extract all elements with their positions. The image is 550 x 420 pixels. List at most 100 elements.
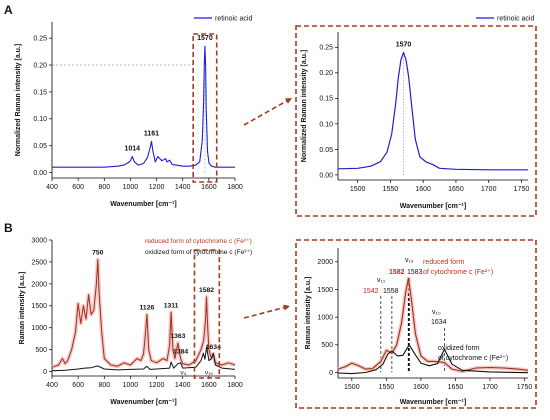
mode-label: ν₁₉ bbox=[205, 369, 213, 376]
x-tick-label: 800 bbox=[98, 184, 110, 191]
legend-oxidized: oxidized form of cytochrome c (Fe³⁺) bbox=[145, 249, 252, 256]
label-v11: ν₁₁ bbox=[377, 277, 386, 284]
series-line-1 bbox=[337, 344, 529, 375]
series-line-0 bbox=[51, 259, 236, 368]
y-tick-label: 1500 bbox=[31, 303, 47, 310]
x-tick-label: 1400 bbox=[175, 184, 191, 191]
y-tick-label: 0.00 bbox=[319, 172, 333, 179]
y-tick-label: 0.15 bbox=[319, 96, 333, 103]
series-line-0 bbox=[52, 45, 235, 168]
peak-label: 1126 bbox=[140, 305, 155, 312]
zoom-frame bbox=[295, 25, 537, 217]
y-axis-title: Raman intensity [a.u.] bbox=[19, 272, 26, 345]
legend-label: retinoic acid bbox=[215, 16, 252, 23]
y-tick-label: 2000 bbox=[317, 259, 333, 266]
y-axis-title: Raman intensity [a.u.] bbox=[305, 277, 312, 350]
zoom-box bbox=[192, 33, 218, 183]
y-tick-label: 500 bbox=[321, 342, 333, 349]
series-line-0 bbox=[337, 277, 529, 372]
zoom-box bbox=[193, 249, 221, 379]
x-tick-label: 400 bbox=[46, 184, 58, 191]
x-tick-label: 1700 bbox=[482, 384, 498, 391]
zoom-arrow-head bbox=[285, 98, 292, 104]
zoom-arrow bbox=[243, 97, 293, 126]
x-tick-label: 1800 bbox=[227, 382, 243, 389]
x-tick-label: 1750 bbox=[514, 186, 530, 193]
label-1558: 1558 bbox=[383, 288, 399, 295]
y-tick-label: 0 bbox=[329, 370, 333, 377]
peak-label: 1311 bbox=[164, 302, 179, 309]
legend-label: retinoic acid bbox=[497, 16, 534, 23]
label-1634: 1634 bbox=[431, 319, 447, 326]
x-tick-label: 1600 bbox=[201, 382, 217, 389]
x-tick-label: 1200 bbox=[149, 184, 165, 191]
x-axis-title: Wavenumber [cm⁻¹] bbox=[400, 399, 466, 406]
chart-b-right: 1500 1550 1600 1650 1700 1750 0 500 1000 1500 2000… bbox=[295, 239, 537, 409]
peak-label: 1634 bbox=[206, 344, 221, 351]
mode-label: ν₄ bbox=[180, 369, 186, 376]
x-tick-label: 1400 bbox=[175, 382, 191, 389]
x-tick-label: 1650 bbox=[448, 186, 464, 193]
peak-label: 1014 bbox=[124, 145, 140, 152]
x-tick-label: 1750 bbox=[517, 384, 533, 391]
y-tick-label: 500 bbox=[35, 347, 47, 354]
y-tick-label: 0.05 bbox=[33, 143, 47, 150]
x-tick-label: 1800 bbox=[227, 184, 243, 191]
y-axis-title: Normalized Raman intensity [a.u.] bbox=[301, 50, 308, 162]
label-v10: ν₁₀ bbox=[432, 309, 441, 316]
x-tick-label: 1600 bbox=[413, 384, 429, 391]
chart-b-left: 400 600 800 1000 1200 1400 1600 1800 0 500 1000 150… bbox=[19, 237, 291, 406]
x-axis-title: Wavenumber [cm⁻¹] bbox=[400, 203, 466, 210]
y-tick-label: 0.25 bbox=[319, 45, 333, 52]
label-oxidized-1: oxidized form bbox=[438, 345, 480, 352]
chart-a-right: 1500 1550 1600 1650 1700 1750 0.00 0.05 0.10 0.15… bbox=[295, 16, 537, 217]
chart-a-left: 400 600 800 1000 1200 1400 1600 1800 0.00 0.05 0.1… bbox=[15, 16, 293, 208]
x-tick-label: 1700 bbox=[481, 186, 497, 193]
y-tick-label: 0.10 bbox=[319, 121, 333, 128]
x-tick-label: 600 bbox=[72, 184, 84, 191]
y-tick-label: 2500 bbox=[31, 259, 47, 266]
peak-label: 1582 bbox=[199, 287, 214, 294]
x-tick-label: 1650 bbox=[448, 384, 464, 391]
y-tick-label: 0.25 bbox=[33, 36, 47, 43]
label-reduced-1: reduced form bbox=[423, 259, 464, 266]
y-tick-label: 0 bbox=[43, 369, 47, 376]
series-line-0 bbox=[337, 51, 528, 171]
x-tick-label: 1000 bbox=[123, 382, 139, 389]
x-tick-label: 1600 bbox=[201, 184, 217, 191]
x-axis-title: Wavenumber [cm⁻¹] bbox=[110, 399, 176, 406]
y-axis-title: Normalized Raman intensity [a.u.] bbox=[15, 44, 22, 156]
y-tick-label: 3000 bbox=[31, 237, 47, 244]
x-tick-label: 600 bbox=[72, 382, 84, 389]
label-1542: 1542 bbox=[363, 288, 379, 295]
panel-label-b: B bbox=[4, 221, 13, 235]
y-tick-label: 0.05 bbox=[319, 147, 333, 154]
label-reduced-2: of cytochrome c (Fe²⁺) bbox=[423, 269, 493, 276]
panel-label-a: A bbox=[4, 3, 13, 17]
y-tick-label: 2000 bbox=[31, 281, 47, 288]
x-tick-label: 1550 bbox=[383, 186, 399, 193]
label-1582: 1582 bbox=[389, 269, 405, 276]
x-tick-label: 1550 bbox=[379, 384, 395, 391]
peak-label: 1363 bbox=[170, 333, 185, 340]
y-tick-label: 1000 bbox=[31, 325, 47, 332]
x-tick-label: 1600 bbox=[415, 186, 431, 193]
y-tick-label: 1500 bbox=[317, 287, 333, 294]
x-tick-label: 1500 bbox=[344, 384, 360, 391]
y-tick-label: 0.20 bbox=[319, 70, 333, 77]
y-tick-label: 0.10 bbox=[33, 116, 47, 123]
x-axis-title: Wavenumber [cm⁻¹] bbox=[110, 201, 176, 208]
x-tick-label: 1500 bbox=[350, 186, 366, 193]
x-tick-label: 800 bbox=[98, 382, 110, 389]
label-oxidized-2: of cytochrome c (Fe³⁺) bbox=[438, 355, 508, 362]
label-1583: 1583 bbox=[407, 269, 423, 276]
peak-label: 1161 bbox=[144, 130, 159, 137]
zoom-frame bbox=[295, 239, 537, 409]
x-tick-label: 400 bbox=[46, 382, 58, 389]
y-tick-label: 0.15 bbox=[33, 89, 47, 96]
legend-reduced: reduced form of cytochrome c (Fe²⁺) bbox=[145, 238, 252, 245]
y-tick-label: 1000 bbox=[317, 315, 333, 322]
peak-label: 1570 bbox=[396, 41, 412, 48]
peak-label: 750 bbox=[92, 250, 104, 257]
